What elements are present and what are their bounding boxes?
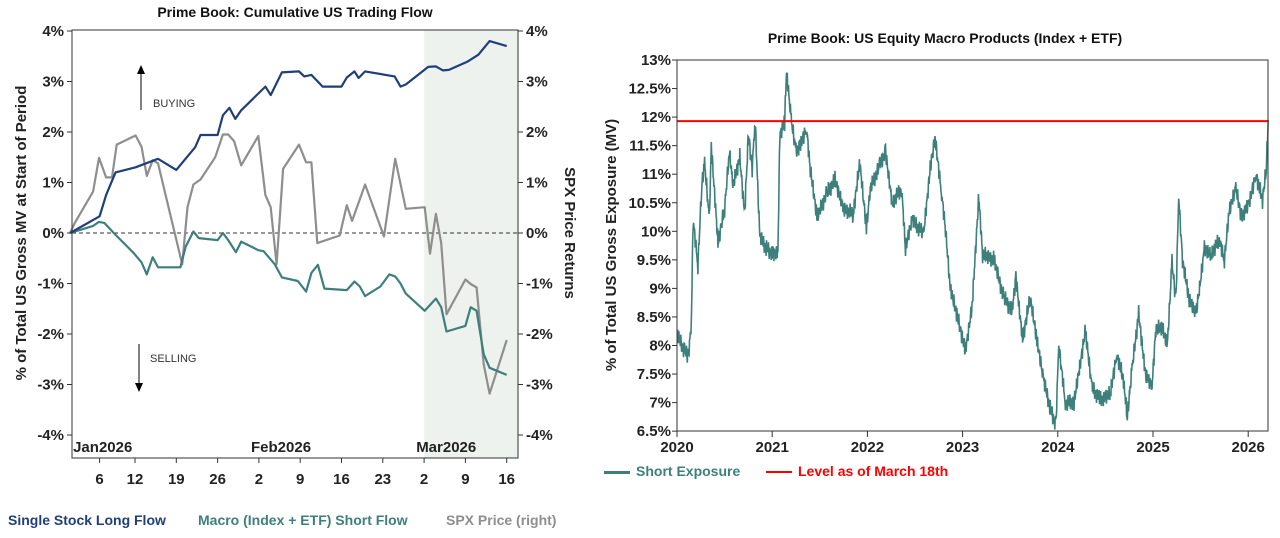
x-tick-label: 2024 [1041,439,1075,456]
y2-tick-label: 3% [526,74,548,91]
x-tick-label: 23 [374,471,391,488]
y-axis-label: % of Total US Gross Exposure (MV) [603,119,620,371]
y-tick-label: 12.5% [628,81,671,98]
y-tick-label: 11.5% [629,138,671,155]
y-tick-label: 10.5% [628,195,671,212]
x-tick-label: 26 [209,471,226,488]
plot-frame [676,59,1269,432]
y-tick-label: -3% [37,377,64,394]
y-tick-label: 9% [649,280,671,297]
macro-short-line [69,220,508,376]
legend-label: Single Stock Long Flow [8,512,166,528]
y-tick-label: 11% [642,166,671,183]
legend-spx-price: SPX Price (right) [446,512,556,528]
legend-label: SPX Price (right) [446,512,557,528]
cumulative-flow-chart: Prime Book: Cumulative US Trading Flow -4… [13,4,578,488]
legend-single-stock-long: Single Stock Long Flow [8,512,166,528]
x-tick-label: 9 [461,471,469,488]
x-tick-label: 2022 [851,439,884,456]
x-tick-label: 2 [255,471,263,488]
x-tick-label: 2020 [660,439,693,456]
arrow-down-icon [135,383,143,392]
y2-tick-label: -3% [526,377,553,394]
y-axis-label: % of Total US Gross MV at Start of Perio… [13,86,30,381]
y2-tick-label: -1% [526,276,553,293]
x-tick-label: 2026 [1232,439,1265,456]
legend-macro-short: Macro (Index + ETF) Short Flow [198,512,408,528]
y2-tick-label: 2% [526,124,548,141]
month-label: Jan2026 [73,439,132,456]
legend-line-red [766,471,792,474]
x-tick-label: 2021 [756,439,789,456]
y-tick-label: 12% [641,109,671,126]
x-tick-label: 16 [333,471,350,488]
single-stock-long-line [69,39,508,234]
y-tick-label: 2% [42,124,64,141]
x-tick-label: 16 [498,471,515,488]
short-exposure-line [676,72,1269,430]
buying-label: BUYING [153,98,195,110]
chart-title: Prime Book: Cumulative US Trading Flow [157,4,432,20]
legend-reference-level: Level as of March 18th [766,463,948,479]
y-tick-label: 8% [649,338,671,355]
x-tick-label: 6 [95,471,103,488]
month-label: Feb2026 [251,439,311,456]
y-tick-label: 7.5% [637,366,671,383]
y-tick-label: 10% [641,223,671,240]
y-tick-label: 13% [641,52,671,69]
arrow-up-icon [137,65,145,74]
y2-axis-label: SPX Price Returns [561,167,578,299]
y2-tick-label: 1% [526,175,548,192]
legend-label: Short Exposure [636,463,741,479]
x-tick-label: 12 [127,471,144,488]
y-tick-label: -4% [37,427,64,444]
x-tick-label: 19 [168,471,185,488]
selling-label: SELLING [150,353,196,365]
legend-label: Level as of March 18th [798,463,949,479]
chart-title: Prime Book: US Equity Macro Products (In… [768,30,1122,46]
x-tick-label: 9 [296,471,304,488]
legend-line-teal [604,470,630,474]
legend-short-exposure: Short Exposure [604,463,740,479]
y-tick-label: 7% [649,395,671,412]
legend-label: Macro (Index + ETF) Short Flow [198,512,408,528]
y-tick-label: -1% [37,276,64,293]
y2-tick-label: 0% [526,225,548,242]
y-tick-label: 0% [42,225,64,242]
y-tick-label: 1% [42,175,64,192]
spx-price-line [69,133,508,395]
y-tick-label: 9.5% [637,252,671,269]
month-label: Mar2026 [416,439,476,456]
plot-frame [71,29,519,459]
y-tick-label: 3% [42,74,64,91]
y-tick-label: -2% [37,326,64,343]
x-tick-label: 2025 [1136,439,1169,456]
y2-tick-label: 4% [526,23,548,40]
x-tick-label: 2023 [946,439,979,456]
y-tick-label: 4% [42,23,64,40]
y-tick-label: 8.5% [637,309,671,326]
y2-tick-label: -4% [526,427,553,444]
y-tick-label: 6.5% [637,423,671,440]
march-shaded-region [424,30,518,458]
y2-tick-label: -2% [526,326,553,343]
x-tick-label: 2 [420,471,428,488]
